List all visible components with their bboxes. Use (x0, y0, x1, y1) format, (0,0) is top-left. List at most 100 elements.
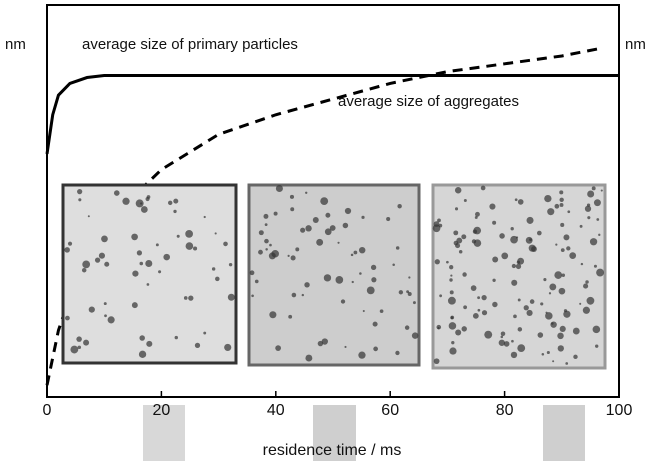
speck (528, 244, 536, 252)
speck (362, 310, 365, 313)
speck (81, 267, 87, 273)
speck (517, 327, 523, 332)
speck (549, 283, 557, 291)
speck (329, 225, 336, 231)
speck (188, 295, 194, 301)
speck (498, 339, 506, 346)
speck (131, 233, 138, 241)
speck (432, 224, 441, 233)
speck (540, 302, 544, 306)
speck (454, 207, 459, 211)
micrograph (247, 183, 421, 367)
speck (517, 344, 526, 353)
speck (136, 250, 143, 256)
speck (514, 198, 518, 202)
speck (271, 249, 279, 258)
speck (158, 270, 162, 274)
speck (529, 299, 535, 304)
speck (510, 227, 514, 231)
x-tick-label: 80 (496, 402, 514, 419)
speck (547, 208, 555, 216)
speck (492, 220, 497, 225)
y2-axis-label: nm (625, 36, 646, 53)
speck (132, 270, 139, 277)
speck (573, 354, 578, 360)
speck (265, 248, 268, 251)
speck (582, 306, 590, 314)
speck (580, 262, 584, 266)
speck (65, 315, 70, 321)
speck (64, 247, 70, 253)
speck (77, 189, 83, 195)
speck (412, 301, 416, 305)
speck (463, 305, 468, 310)
speck (544, 194, 552, 203)
speck (566, 246, 571, 251)
speck (83, 339, 90, 346)
speck (563, 234, 570, 241)
speck (70, 345, 79, 354)
speck (560, 222, 565, 227)
speck (113, 190, 120, 196)
speck (499, 233, 505, 239)
x-tick-label: 40 (267, 402, 285, 419)
speck (301, 293, 304, 297)
speck (567, 210, 571, 214)
speck (554, 203, 560, 209)
speck (227, 293, 235, 301)
speck (173, 209, 177, 214)
speck (258, 230, 264, 236)
speck (145, 259, 153, 267)
speck (104, 314, 107, 318)
y-axis-label: nm (5, 36, 26, 53)
speck (183, 296, 188, 300)
speck (174, 335, 178, 340)
speck (145, 196, 150, 202)
x-tick-label: 100 (606, 402, 633, 419)
speck (140, 206, 148, 213)
speck (305, 225, 312, 232)
speck (344, 207, 352, 215)
speck (589, 238, 598, 246)
speck (107, 316, 115, 324)
speck (511, 339, 514, 343)
speck (523, 305, 529, 311)
speck (258, 249, 263, 255)
speck (290, 255, 296, 261)
speck (462, 272, 467, 277)
speck (224, 343, 232, 351)
speck (437, 218, 441, 223)
speck (492, 256, 499, 263)
speck (288, 314, 293, 319)
speck (395, 350, 400, 356)
speck (565, 362, 569, 365)
line (45, 74, 619, 155)
speck (324, 228, 332, 236)
speck (500, 335, 504, 339)
speck (492, 301, 498, 308)
speck (287, 254, 290, 257)
annotation: average size of aggregates (338, 93, 519, 110)
speck (344, 345, 347, 349)
speck (587, 216, 591, 220)
speck (407, 291, 412, 297)
speck (586, 296, 595, 305)
speck (515, 263, 522, 270)
speck (263, 213, 269, 219)
speck (593, 264, 597, 268)
speck (559, 190, 564, 195)
speck (472, 312, 479, 319)
speck (456, 237, 463, 244)
speck (305, 191, 308, 194)
speck (94, 257, 101, 263)
speck (193, 246, 198, 251)
speck (461, 234, 467, 240)
speck (463, 198, 467, 202)
speck (480, 185, 486, 191)
highlight (143, 405, 185, 461)
speck (76, 336, 82, 342)
speck (453, 230, 459, 236)
speck (211, 267, 216, 271)
speck (398, 290, 404, 295)
speck (146, 340, 153, 347)
